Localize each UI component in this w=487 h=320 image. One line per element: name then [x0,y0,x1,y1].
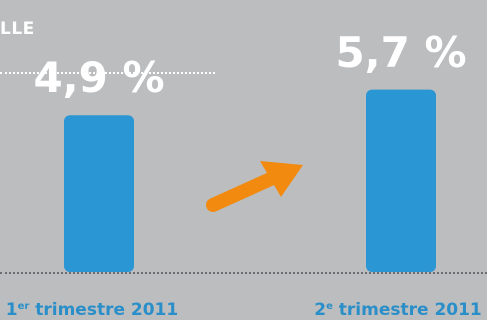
value-label-q2: 5,7 % [335,27,467,77]
baseline-dotted-divider [0,272,487,274]
category-label-q2: 2e trimestre 2011 [314,300,482,320]
arrow-up-right-icon [206,161,303,212]
category-label-q1: 1er trimestre 2011 [5,300,179,320]
chart-heading: LLE [0,19,35,39]
value-label-q1: 4,9 % [33,53,165,103]
heading-dotted-divider [0,72,215,74]
bar-2 [366,89,436,272]
bar-1 [64,115,134,272]
